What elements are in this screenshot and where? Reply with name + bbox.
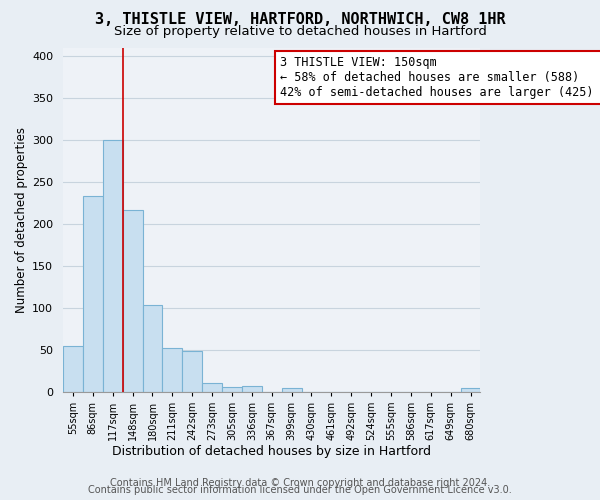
Text: 3, THISTLE VIEW, HARTFORD, NORTHWICH, CW8 1HR: 3, THISTLE VIEW, HARTFORD, NORTHWICH, CW… <box>95 12 505 28</box>
Bar <box>122 210 143 392</box>
Y-axis label: Number of detached properties: Number of detached properties <box>15 126 28 312</box>
Bar <box>83 196 103 392</box>
Bar <box>143 306 163 392</box>
Bar <box>163 348 182 392</box>
Bar <box>222 387 242 392</box>
Bar <box>103 140 122 392</box>
Bar <box>461 388 481 392</box>
Bar <box>202 384 222 392</box>
Text: Contains HM Land Registry data © Crown copyright and database right 2024.: Contains HM Land Registry data © Crown c… <box>110 478 490 488</box>
Bar <box>242 386 262 392</box>
Text: Size of property relative to detached houses in Hartford: Size of property relative to detached ho… <box>113 25 487 38</box>
Bar <box>182 350 202 392</box>
Text: 3 THISTLE VIEW: 150sqm
← 58% of detached houses are smaller (588)
42% of semi-de: 3 THISTLE VIEW: 150sqm ← 58% of detached… <box>280 56 600 99</box>
Bar <box>63 346 83 392</box>
X-axis label: Distribution of detached houses by size in Hartford: Distribution of detached houses by size … <box>112 444 431 458</box>
Bar <box>281 388 302 392</box>
Text: Contains public sector information licensed under the Open Government Licence v3: Contains public sector information licen… <box>88 485 512 495</box>
